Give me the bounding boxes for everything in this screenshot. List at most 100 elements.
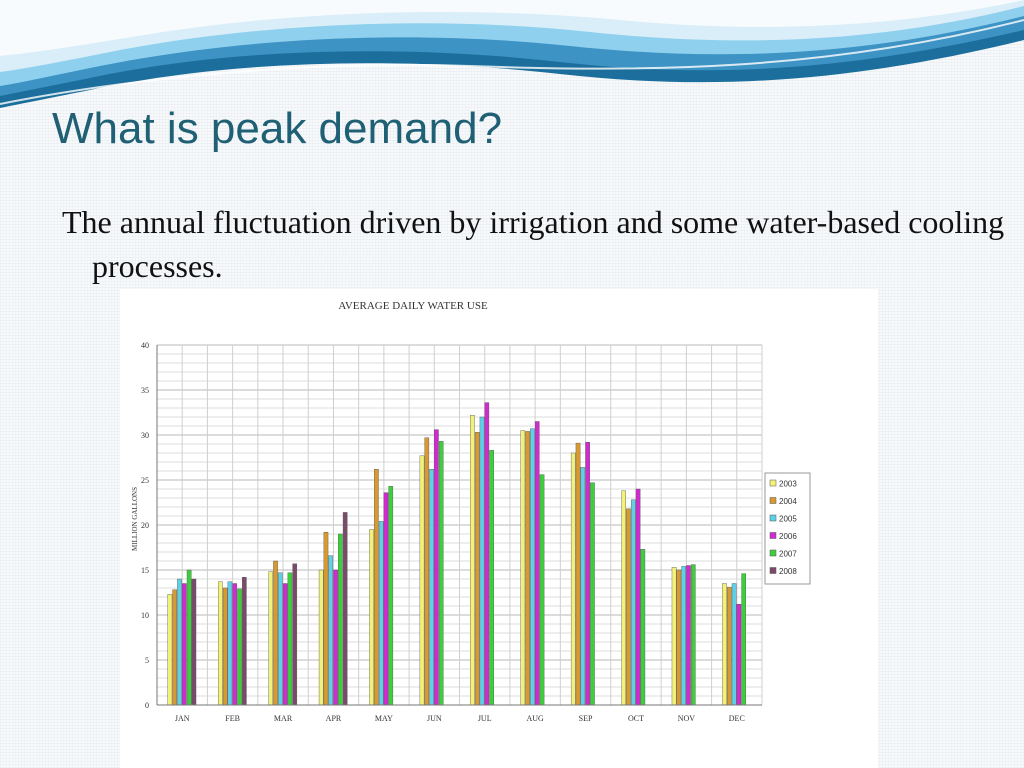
- bar-2006-oct: [635, 488, 641, 706]
- bar-2004-may: [374, 468, 379, 706]
- bar-2008-apr: [342, 512, 348, 706]
- legend-label-2003: 2003: [779, 480, 797, 489]
- bullet-text: The annual fluctuation driven by irrigat…: [62, 204, 1005, 284]
- x-tick-label: OCT: [628, 714, 644, 723]
- bar-2006-aug: [534, 421, 540, 706]
- bar-2005-jul: [479, 416, 485, 706]
- bar-2003-dec: [722, 583, 727, 706]
- y-tick-label: 40: [141, 341, 149, 350]
- bar-2008-mar: [292, 563, 298, 706]
- header-swoosh-decoration: [0, 0, 1024, 108]
- bar-2005-oct: [630, 499, 636, 706]
- legend-label-2008: 2008: [779, 567, 797, 576]
- bar-2008-jan: [191, 578, 197, 706]
- bar-2007-jan: [186, 569, 192, 706]
- bar-2004-nov: [676, 569, 682, 706]
- bar-2004-mar: [273, 560, 278, 706]
- bar-2005-feb: [227, 581, 233, 706]
- bar-2007-jul: [489, 450, 494, 706]
- y-tick-label: 5: [145, 656, 149, 665]
- legend-label-2005: 2005: [779, 515, 797, 524]
- bar-2005-dec: [731, 583, 737, 706]
- legend-swatch-2004: [769, 497, 777, 504]
- bar-2004-jun: [424, 437, 430, 706]
- chart-panel: AVERAGE DAILY WATER USE MILLION GALLONS …: [120, 289, 878, 768]
- bar-2005-mar: [278, 572, 283, 706]
- bar-2006-jan: [182, 583, 187, 706]
- bar-2005-nov: [681, 566, 686, 706]
- bar-2008-feb: [242, 577, 247, 706]
- chart-title: AVERAGE DAILY WATER USE: [338, 300, 488, 312]
- y-tick-label: 30: [141, 431, 149, 440]
- legend-box: [764, 472, 811, 585]
- legend-swatch-2005: [769, 514, 777, 522]
- bar-2007-aug: [539, 474, 545, 706]
- x-tick-label: NOV: [678, 714, 696, 723]
- bar-2007-may: [388, 486, 394, 706]
- bar-2004-aug: [525, 431, 530, 706]
- bar-2005-jan: [177, 578, 182, 706]
- y-tick-label: 25: [141, 476, 149, 485]
- legend-label-2006: 2006: [779, 532, 797, 541]
- x-tick-label: FEB: [225, 714, 240, 723]
- legend-label-2004: 2004: [779, 497, 797, 506]
- bar-2007-mar: [287, 572, 293, 706]
- bar-2006-sep: [585, 441, 590, 706]
- x-tick-label: AUG: [526, 714, 544, 723]
- legend-swatch-2003: [769, 479, 777, 487]
- x-tick-label: MAR: [274, 714, 293, 723]
- bar-2007-apr: [338, 533, 343, 706]
- bar-2003-aug: [520, 430, 526, 706]
- y-tick-label: 35: [141, 386, 149, 395]
- bar-2007-oct: [640, 549, 646, 706]
- bar-2003-jan: [167, 594, 173, 706]
- bar-2006-mar: [282, 583, 288, 706]
- bar-2004-jan: [172, 589, 178, 706]
- bar-2007-dec: [741, 573, 746, 706]
- bar-2003-oct: [621, 490, 626, 706]
- y-tick-label: 0: [145, 701, 149, 710]
- bar-2005-apr: [328, 555, 334, 706]
- x-tick-label: JUL: [478, 714, 492, 723]
- bar-2006-apr: [333, 569, 338, 706]
- bar-2005-may: [378, 521, 384, 706]
- legend-swatch-2007: [769, 549, 777, 557]
- bar-2003-nov: [671, 567, 677, 706]
- bar-2007-jun: [438, 441, 444, 706]
- x-tick-label: JUN: [427, 714, 442, 723]
- bar-2004-sep: [575, 442, 581, 706]
- y-tick-label: 15: [141, 566, 149, 575]
- bar-2007-feb: [237, 588, 242, 706]
- y-tick-label: 20: [141, 521, 149, 530]
- bar-2006-jun: [434, 429, 439, 706]
- bar-2003-jul: [470, 414, 475, 706]
- bar-2005-sep: [580, 467, 586, 706]
- bar-2003-may: [369, 529, 374, 706]
- bar-2003-feb: [218, 581, 223, 706]
- bar-2003-apr: [318, 569, 324, 706]
- x-tick-label: SEP: [579, 714, 593, 723]
- bar-2004-dec: [726, 586, 732, 706]
- bar-2007-nov: [690, 564, 696, 706]
- y-axis-label: MILLION GALLONS: [131, 487, 139, 551]
- bar-2003-sep: [570, 452, 576, 706]
- x-tick-label: DEC: [729, 714, 745, 723]
- x-tick-label: JAN: [175, 714, 190, 723]
- bar-2005-jun: [429, 468, 434, 706]
- bar-2006-feb: [232, 583, 238, 706]
- x-tick-label: APR: [326, 714, 342, 723]
- y-tick-label: 10: [141, 611, 149, 620]
- bar-2007-sep: [590, 482, 595, 706]
- legend-swatch-2006: [769, 532, 777, 539]
- bar-2006-dec: [736, 604, 742, 706]
- bar-2004-jul: [474, 432, 480, 706]
- legend-swatch-2008: [769, 567, 777, 574]
- bar-2006-nov: [686, 565, 691, 706]
- bar-2003-mar: [268, 571, 274, 706]
- bar-2004-feb: [222, 587, 228, 706]
- bar-2005-aug: [530, 428, 535, 706]
- x-tick-label: MAY: [375, 714, 393, 723]
- legend-label-2007: 2007: [779, 550, 797, 559]
- bar-2006-jul: [484, 402, 490, 706]
- bar-2004-apr: [323, 531, 329, 706]
